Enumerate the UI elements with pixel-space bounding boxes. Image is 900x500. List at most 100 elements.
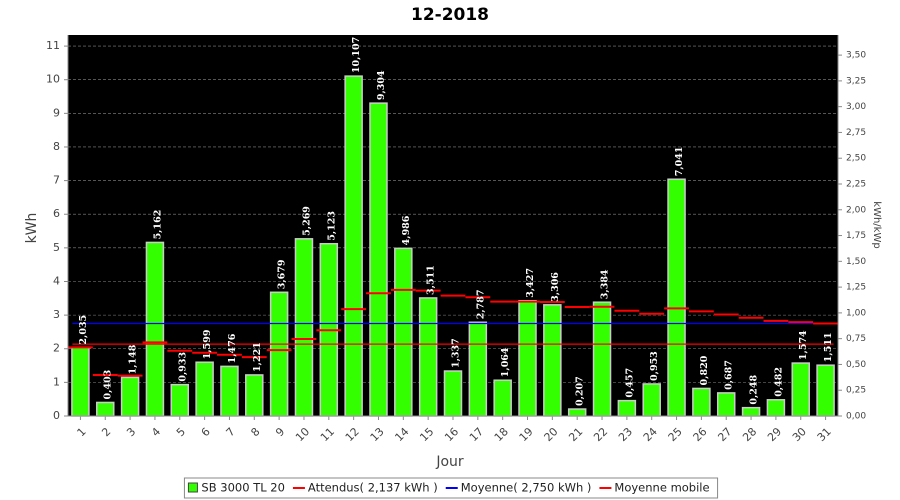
bar — [195, 361, 214, 417]
data-label: 0,248 — [749, 375, 760, 405]
y-axis-label: kWh — [24, 213, 40, 244]
bar — [468, 321, 488, 417]
x-tick-label: 30 — [790, 425, 809, 444]
y2-tick-label: 3,00 — [846, 102, 866, 112]
data-label: 0,687 — [724, 360, 735, 390]
x-tick-label: 22 — [591, 425, 610, 444]
legend-label: Moyenne( 2,750 kWh ) — [461, 481, 592, 495]
y-tick-label: 5 — [53, 241, 60, 254]
data-label: 1,221 — [252, 342, 263, 372]
bar — [96, 401, 115, 417]
bar — [418, 297, 438, 417]
x-tick-label: 3 — [124, 425, 138, 439]
data-label: 2,035 — [78, 315, 89, 345]
bar — [369, 102, 388, 417]
legend-label: Attendus( 2,137 kWh ) — [308, 481, 438, 495]
data-label: 1,148 — [128, 344, 139, 374]
data-label: 1,511 — [823, 332, 834, 362]
data-label: 0,933 — [177, 352, 188, 382]
data-label: 5,162 — [152, 210, 163, 240]
y2-tick-label: 3,50 — [846, 51, 866, 61]
x-tick-label: 9 — [273, 425, 287, 439]
y-tick-label: 0 — [53, 409, 60, 422]
data-label: 4,986 — [401, 215, 412, 245]
legend: SB 3000 TL 20 Attendus( 2,137 kWh ) Moyenn… — [183, 477, 719, 499]
data-label: 0,820 — [699, 355, 710, 385]
bar — [344, 75, 363, 417]
y-tick-label: 11 — [46, 39, 60, 52]
x-tick-label: 19 — [517, 425, 536, 444]
y-tick-label: 1 — [53, 375, 60, 388]
bar — [667, 178, 686, 417]
data-label: 1,599 — [202, 329, 213, 359]
y2-tick-label: 0,25 — [846, 386, 866, 396]
y-tick-label: 3 — [53, 308, 60, 321]
bar — [791, 362, 810, 417]
y-tick-label: 7 — [53, 174, 60, 187]
x-tick-label: 25 — [666, 425, 685, 444]
y2-tick-label: 0,50 — [846, 360, 866, 370]
bar — [518, 300, 537, 417]
x-tick-label: 21 — [566, 425, 585, 444]
y2-tick-label: 1,00 — [846, 308, 866, 318]
bar — [294, 238, 314, 417]
data-label: 1,064 — [500, 347, 511, 377]
x-tick-label: 24 — [641, 425, 660, 444]
bar — [245, 374, 264, 417]
bar — [120, 376, 140, 417]
x-tick-label: 23 — [616, 425, 635, 444]
data-label: 0,403 — [103, 370, 114, 400]
x-tick-label: 11 — [318, 425, 337, 444]
legend-label: Moyenne mobile — [614, 481, 709, 495]
bar — [816, 364, 835, 417]
data-label: 3,306 — [550, 272, 561, 302]
y2-tick-label: 1,75 — [846, 231, 866, 241]
x-tick-label: 18 — [492, 425, 511, 444]
legend-label: SB 3000 TL 20 — [201, 481, 285, 495]
x-tick-label: 17 — [467, 425, 486, 444]
bar — [220, 365, 239, 417]
x-tick-label: 13 — [368, 425, 387, 444]
bar — [766, 399, 786, 417]
bar — [269, 291, 289, 417]
data-label: 0,953 — [649, 351, 660, 381]
x-tick-label: 14 — [392, 425, 411, 444]
y2-tick-label: 0,75 — [846, 334, 866, 344]
data-label: 1,476 — [227, 333, 238, 363]
bar — [592, 301, 612, 417]
x-axis-label: Jour — [435, 454, 464, 470]
data-label: 5,123 — [326, 211, 337, 241]
y-tick-label: 4 — [53, 274, 60, 287]
y2-tick-label: 2,75 — [846, 128, 866, 138]
y2-tick-label: 1,50 — [846, 257, 866, 267]
data-label: 0,482 — [773, 367, 784, 397]
y-tick-label: 2 — [53, 342, 60, 355]
y2-tick-label: 0,00 — [846, 412, 866, 422]
x-tick-label: 10 — [293, 425, 312, 444]
bar — [567, 408, 587, 417]
y-tick-label: 10 — [46, 73, 60, 86]
x-tick-label: 1 — [75, 425, 89, 439]
x-tick-label: 28 — [740, 425, 759, 444]
data-label: 10,107 — [351, 37, 362, 73]
y-tick-label: 6 — [53, 207, 60, 220]
data-label: 7,041 — [674, 146, 685, 176]
bar — [443, 370, 463, 417]
bar — [394, 247, 413, 417]
x-tick-label: 8 — [248, 425, 262, 439]
data-label: 3,427 — [525, 268, 536, 298]
x-tick-label: 2 — [99, 425, 113, 439]
x-tick-label: 12 — [343, 425, 362, 444]
x-tick-label: 31 — [815, 425, 834, 444]
bar — [170, 383, 190, 417]
y-tick-label: 8 — [53, 140, 60, 153]
x-tick-label: 16 — [442, 425, 461, 444]
y2-axis-label: kWh/kWp — [871, 201, 882, 248]
y2-tick-label: 3,25 — [846, 76, 866, 86]
data-label: 1,574 — [798, 330, 809, 360]
data-label: 0,207 — [575, 376, 586, 406]
data-label: 9,304 — [376, 70, 387, 100]
bar — [716, 392, 736, 417]
bar — [642, 383, 661, 417]
